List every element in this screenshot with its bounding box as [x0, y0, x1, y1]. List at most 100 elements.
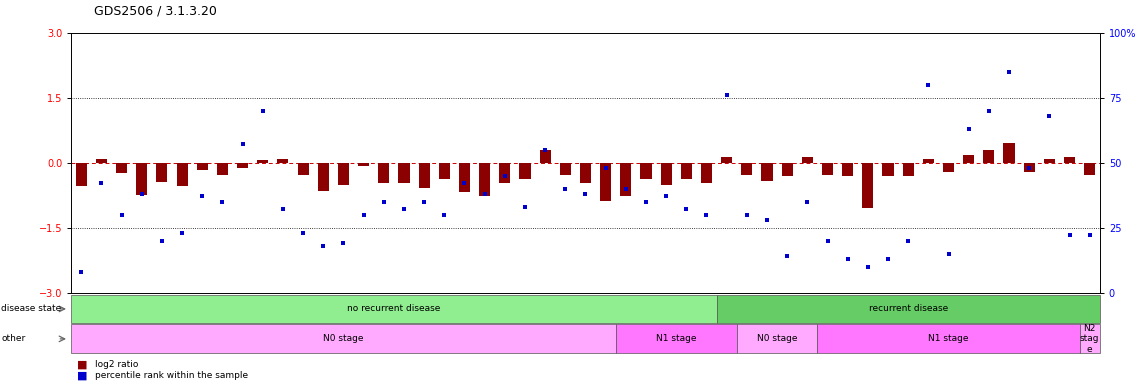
Bar	[681, 163, 692, 179]
Bar	[358, 163, 370, 166]
Bar	[76, 163, 87, 187]
Point	[899, 238, 917, 244]
Point	[153, 238, 171, 244]
Bar	[1064, 157, 1075, 163]
Point	[1061, 232, 1079, 238]
Point	[778, 253, 797, 259]
Point	[475, 191, 494, 197]
Bar	[620, 163, 631, 197]
Point	[1080, 232, 1099, 238]
Point	[738, 212, 757, 218]
Point	[718, 92, 736, 98]
Point	[960, 126, 978, 132]
Bar	[1003, 143, 1015, 163]
Point	[798, 199, 816, 205]
Text: percentile rank within the sample: percentile rank within the sample	[95, 371, 248, 380]
Point	[677, 206, 696, 212]
Text: disease state: disease state	[1, 305, 61, 313]
Point	[254, 108, 272, 114]
Bar	[641, 163, 652, 179]
Bar	[257, 161, 269, 163]
Bar	[439, 163, 450, 179]
Bar	[540, 151, 551, 163]
Bar	[782, 163, 793, 177]
Bar	[600, 163, 611, 201]
Point	[1040, 113, 1058, 119]
Bar	[398, 163, 410, 184]
Point	[597, 165, 615, 171]
Point	[859, 263, 877, 270]
Point	[273, 206, 292, 212]
Point	[819, 238, 837, 244]
Point	[657, 194, 675, 200]
Bar	[923, 159, 933, 163]
Bar	[1084, 163, 1095, 175]
Bar	[177, 163, 187, 187]
Point	[758, 217, 776, 223]
Bar	[116, 163, 127, 174]
Bar	[297, 163, 309, 175]
Bar	[984, 151, 994, 163]
Point	[515, 204, 534, 210]
Point	[374, 199, 393, 205]
Point	[72, 269, 91, 275]
Bar	[862, 163, 874, 208]
Bar	[1024, 163, 1034, 172]
Point	[1000, 69, 1018, 75]
Bar	[419, 163, 429, 188]
Text: N0 stage: N0 stage	[757, 334, 798, 343]
Point	[838, 256, 856, 262]
Point	[315, 243, 333, 249]
Point	[334, 240, 352, 246]
Text: recurrent disease: recurrent disease	[869, 305, 948, 313]
Point	[920, 81, 938, 88]
Bar	[761, 163, 773, 181]
Point	[214, 199, 232, 205]
Text: N1 stage: N1 stage	[656, 334, 697, 343]
Point	[456, 180, 474, 187]
Point	[435, 212, 453, 218]
Point	[556, 185, 574, 192]
Bar	[902, 163, 914, 177]
Bar	[479, 163, 490, 197]
Text: ■: ■	[77, 359, 87, 370]
Bar	[963, 155, 975, 163]
Point	[637, 199, 656, 205]
Bar	[499, 163, 511, 184]
Point	[576, 191, 595, 197]
Point	[536, 147, 554, 153]
Bar	[560, 163, 571, 175]
Text: N0 stage: N0 stage	[324, 334, 364, 343]
Point	[355, 212, 373, 218]
Point	[132, 191, 150, 197]
Point	[414, 199, 433, 205]
Bar	[459, 163, 470, 192]
Bar	[519, 163, 530, 179]
Point	[233, 141, 251, 147]
Bar	[338, 163, 349, 185]
Point	[193, 194, 211, 200]
Bar	[96, 159, 107, 163]
Point	[939, 250, 957, 257]
Point	[616, 185, 635, 192]
Bar	[238, 163, 248, 168]
Bar	[822, 163, 833, 175]
Bar	[318, 163, 328, 191]
Point	[1021, 165, 1039, 171]
Point	[395, 206, 413, 212]
Bar	[217, 163, 228, 175]
Text: GDS2506 / 3.1.3.20: GDS2506 / 3.1.3.20	[94, 4, 217, 17]
Text: N2
stag
e: N2 stag e	[1080, 324, 1100, 354]
Point	[697, 212, 715, 218]
Point	[496, 172, 514, 179]
Text: N1 stage: N1 stage	[929, 334, 969, 343]
Bar	[580, 163, 591, 184]
Bar	[801, 157, 813, 163]
Bar	[742, 163, 752, 175]
Bar	[721, 157, 732, 163]
Bar	[278, 159, 288, 163]
Text: other: other	[1, 334, 25, 343]
Bar	[196, 163, 208, 170]
Bar	[660, 163, 672, 185]
Text: ■: ■	[77, 370, 87, 381]
